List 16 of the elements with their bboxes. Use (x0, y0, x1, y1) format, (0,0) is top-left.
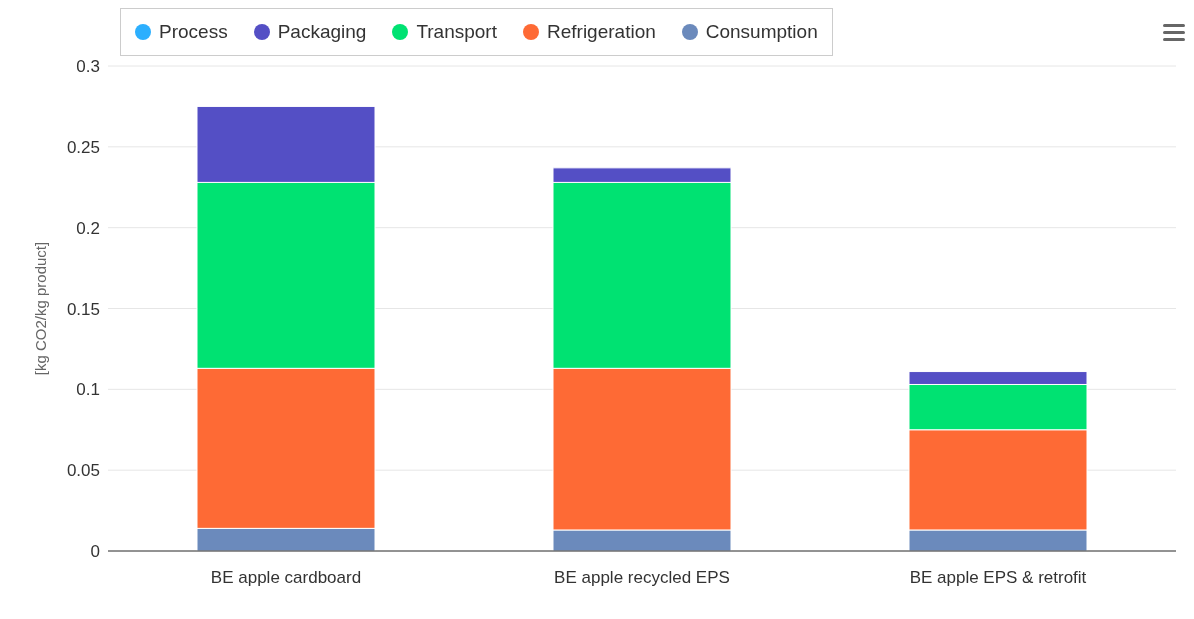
x-tick-label: BE apple cardboard (210, 568, 362, 588)
y-tick-label: 0 (90, 542, 100, 562)
legend-label: Transport (416, 21, 497, 43)
y-tick-label: 0.25 (66, 137, 100, 157)
legend-label: Refrigeration (546, 21, 656, 43)
y-tick-label: 0.1 (76, 380, 100, 400)
x-tick-label: BE apple recycled EPS (554, 568, 730, 588)
y-tick-label: 0.2 (76, 218, 100, 238)
legend-label: Consumption (705, 21, 818, 43)
legend-label: Packaging (277, 21, 367, 43)
y-tick-label: 0.05 (66, 461, 100, 481)
legend-label: Process (159, 21, 228, 43)
x-tick-label: BE apple EPS & retrofit (909, 568, 1087, 588)
y-tick-label: 0.15 (66, 299, 100, 319)
y-tick-label: 0.3 (76, 57, 100, 77)
y-axis-title: [kg CO2/kg product] (32, 241, 50, 376)
